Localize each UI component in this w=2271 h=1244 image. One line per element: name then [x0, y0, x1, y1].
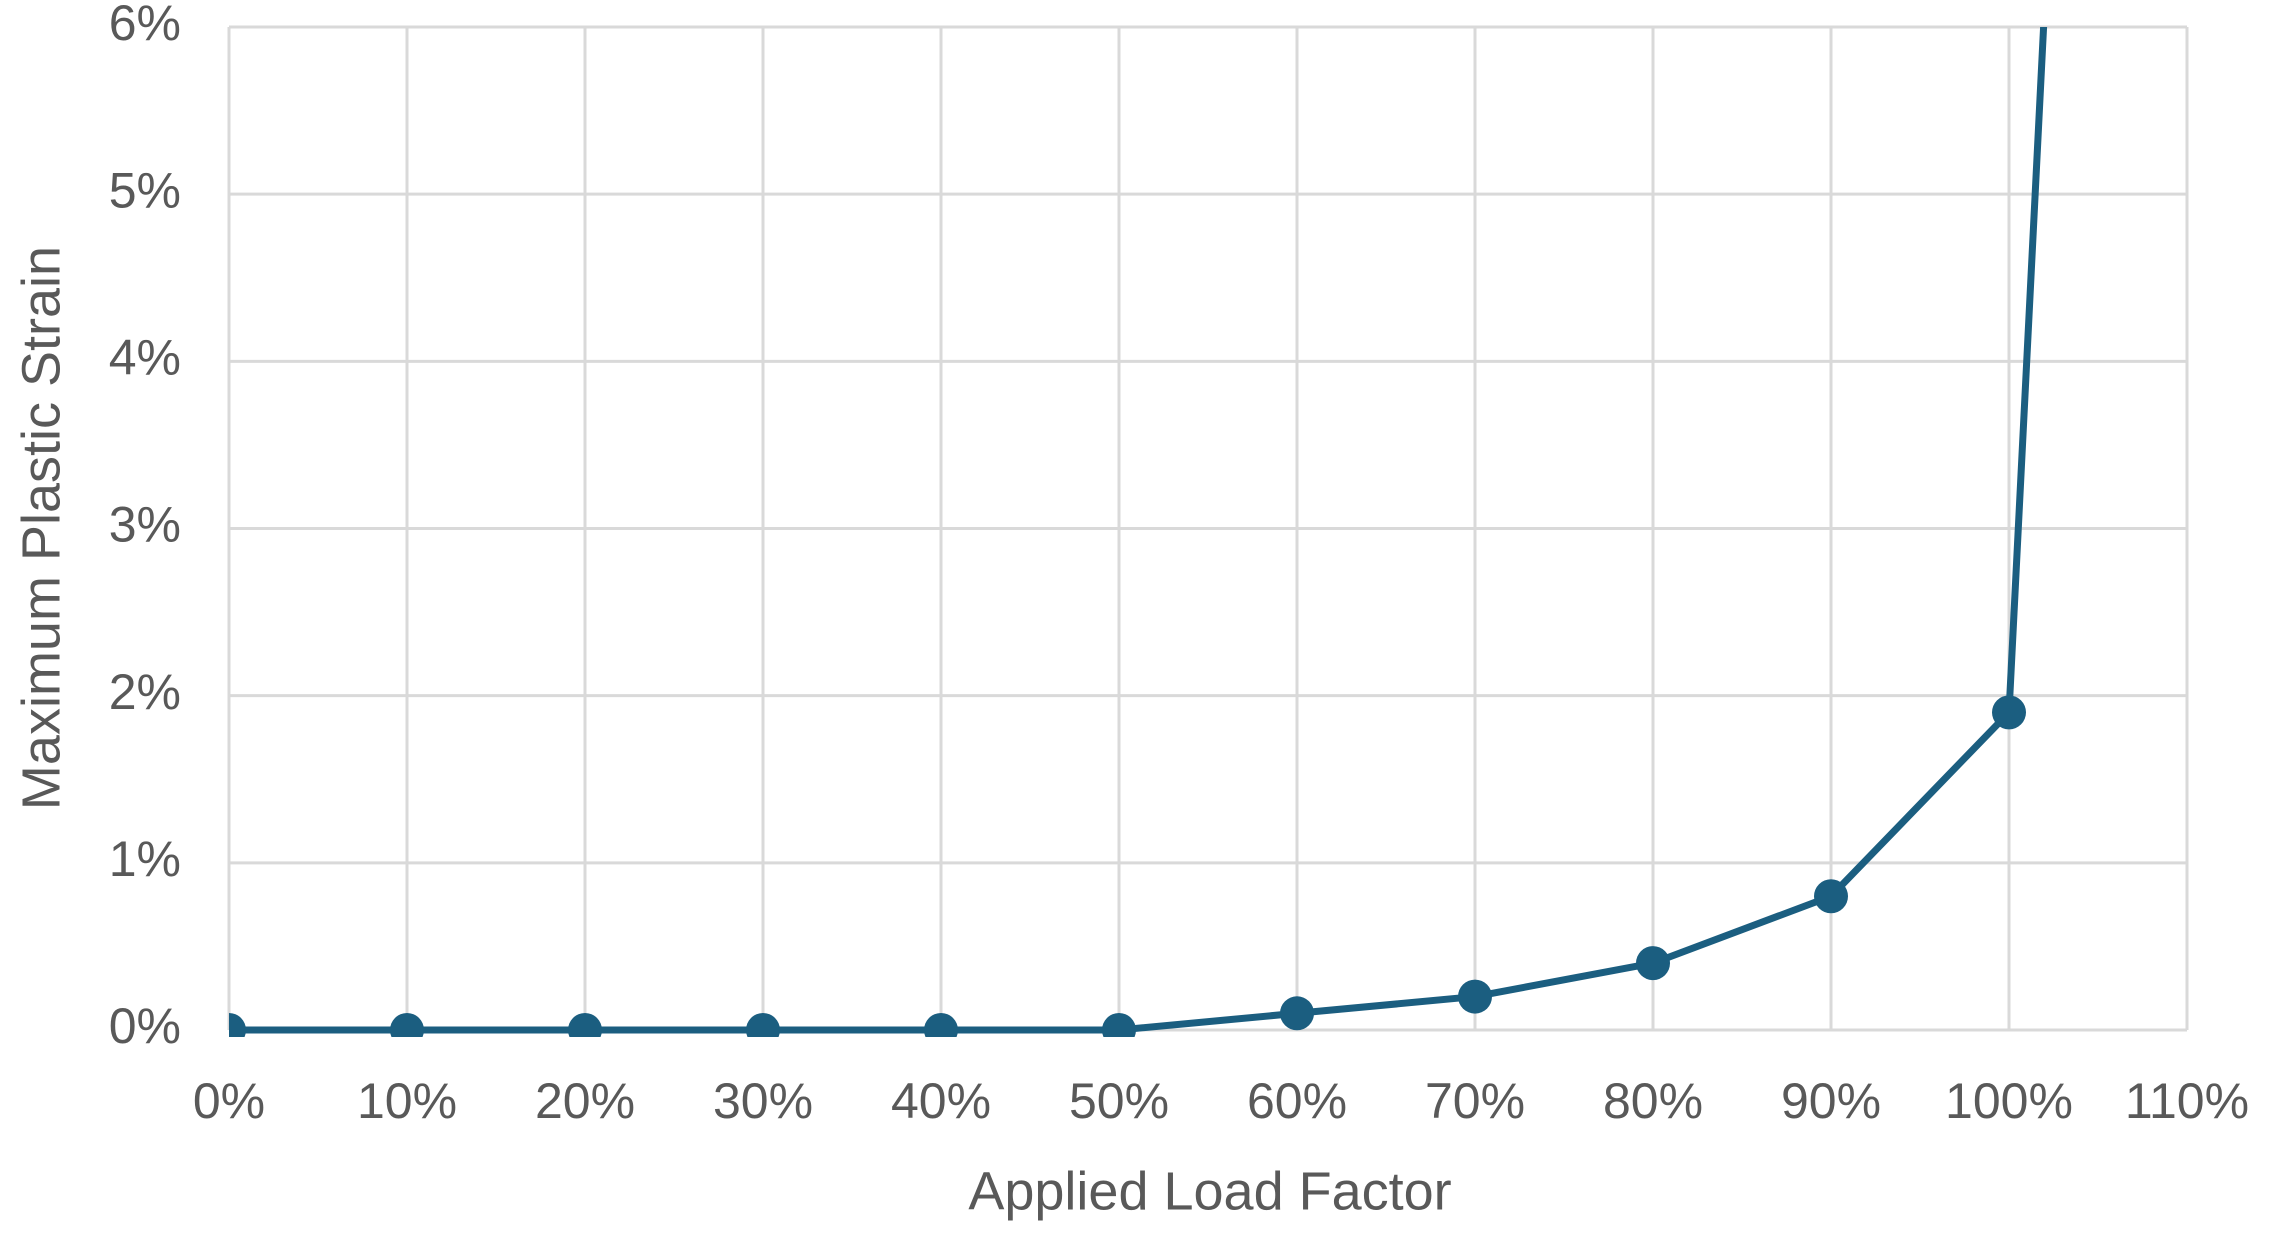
data-point [924, 1013, 958, 1037]
x-tick-label: 110% [2125, 1073, 2249, 1129]
x-tick-label: 100% [1945, 1073, 2073, 1129]
y-tick-label: 5% [109, 162, 181, 218]
x-tick-label: 90% [1781, 1073, 1881, 1129]
x-tick-label: 80% [1603, 1073, 1703, 1129]
plot-area [229, 27, 2048, 1037]
y-tick-label: 2% [109, 664, 181, 720]
data-point [746, 1013, 780, 1037]
grid [227, 25, 2189, 1032]
y-tick-label: 1% [109, 831, 181, 887]
y-tick-label: 0% [109, 998, 181, 1054]
x-tick-label: 60% [1247, 1073, 1347, 1129]
x-tick-label: 0% [193, 1073, 265, 1129]
data-point [1992, 695, 2026, 730]
data-point [390, 1013, 424, 1037]
x-tick-label: 10% [357, 1073, 457, 1129]
y-tick-label: 3% [109, 497, 181, 553]
data-line [229, 27, 2048, 1034]
y-axis-title: Maximum Plastic Strain [11, 246, 71, 810]
x-axis-title: Applied Load Factor [968, 1161, 1451, 1221]
data-point [229, 1013, 246, 1037]
y-tick-label: 4% [109, 330, 181, 386]
x-tick-label: 50% [1069, 1073, 1169, 1129]
data-point [1458, 979, 1492, 1014]
data-point [1814, 879, 1848, 914]
x-tick-label: 70% [1425, 1073, 1525, 1129]
x-tick-label: 40% [891, 1073, 991, 1129]
data-point [1280, 996, 1314, 1031]
data-point [568, 1013, 602, 1037]
x-tick-label: 20% [535, 1073, 635, 1129]
y-tick-label: 6% [109, 0, 181, 51]
data-point [1636, 946, 1670, 981]
data-point [1102, 1013, 1136, 1037]
x-tick-label: 30% [713, 1073, 813, 1129]
